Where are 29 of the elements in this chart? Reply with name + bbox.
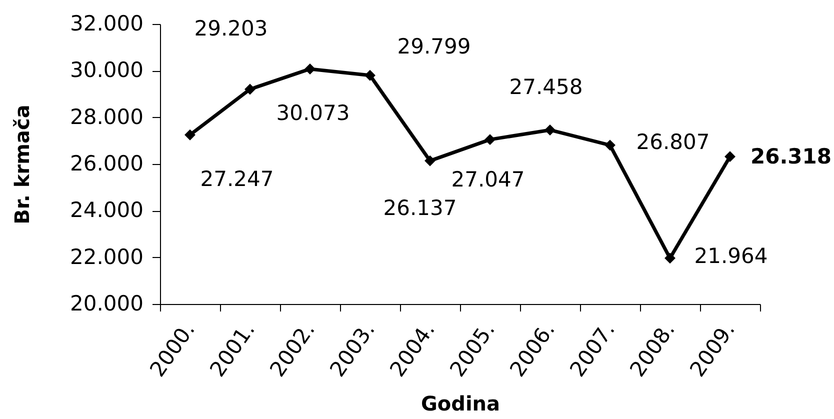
point	[724, 151, 736, 162]
data-label: 26.318	[750, 144, 832, 169]
point	[604, 140, 616, 151]
data-label: 27.247	[200, 166, 274, 191]
y-axis-title: Br. krmača	[10, 104, 34, 224]
point	[484, 134, 496, 146]
y-tick-label: 20.000	[70, 292, 144, 316]
data-label: 29.799	[397, 34, 471, 58]
point	[424, 155, 436, 166]
data-label: 30.073	[276, 100, 350, 125]
data-label: 26.807	[636, 130, 710, 154]
point	[664, 252, 676, 264]
data-label: 29.203	[194, 16, 268, 40]
y-tick-label: 24.000	[70, 198, 144, 222]
y-tick-label: 28.000	[70, 104, 144, 129]
data-label: 27.458	[509, 74, 583, 99]
point	[364, 70, 376, 81]
point	[304, 63, 316, 74]
point	[544, 124, 556, 136]
data-label: 27.047	[451, 168, 525, 192]
x-axis-title: Godina	[420, 391, 500, 416]
y-tick-label: 22.000	[70, 244, 144, 269]
data-label: 26.137	[383, 196, 457, 220]
point	[244, 84, 256, 95]
data-label: 21.964	[694, 244, 768, 268]
y-tick-label: 30.000	[70, 58, 144, 82]
y-tick-label: 26.000	[70, 152, 144, 176]
point	[184, 129, 196, 140]
y-tick-label: 32.000	[70, 12, 144, 36]
